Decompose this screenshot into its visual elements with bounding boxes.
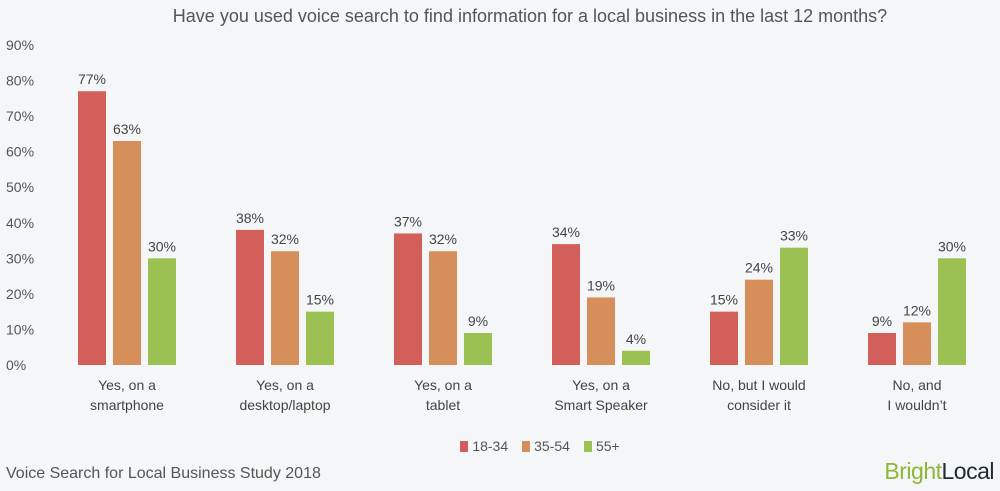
y-tick-label: 90% [6,37,34,53]
data-label: 30% [938,238,966,254]
x-tick-label: Yes, on a [98,377,156,393]
legend-label: 35-54 [534,438,570,454]
bar-55+ [306,311,334,365]
data-label: 33% [780,228,808,244]
data-label: 77% [78,71,106,87]
x-tick-label: Yes, on a [572,377,630,393]
data-label: 37% [394,213,422,229]
data-label: 32% [429,231,457,247]
bar-18-34 [78,91,106,365]
x-tick-label: Yes, on a [414,377,472,393]
data-label: 24% [745,260,773,276]
bar-18-34 [868,333,896,365]
y-tick-label: 10% [6,321,34,337]
x-tick-label: I wouldn’t [887,397,946,413]
x-tick-label: No, and [892,377,941,393]
y-tick-label: 50% [6,179,34,195]
brightlocal-logo: BrightLocal [884,458,994,485]
bar-55+ [938,258,966,365]
bar-35-54 [745,279,773,365]
data-label: 12% [903,302,931,318]
data-label: 9% [872,313,892,329]
x-tick-label: desktop/laptop [239,397,330,413]
footer-caption: Voice Search for Local Business Study 20… [6,465,321,482]
bar-18-34 [394,233,422,365]
chart-title: Have you used voice search to find infor… [172,6,888,26]
data-label: 9% [468,313,488,329]
x-tick-label: smartphone [90,397,164,413]
x-tick-label: Smart Speaker [554,397,648,413]
legend-swatch [522,440,531,452]
legend-swatch [583,440,592,452]
y-tick-label: 0% [6,357,26,373]
legend-item: 18-34 [460,438,508,454]
legend-item: 35-54 [522,438,570,454]
data-label: 34% [552,224,580,240]
bar-18-34 [710,311,738,365]
y-tick-label: 30% [6,250,34,266]
data-label: 32% [271,231,299,247]
bar-35-54 [271,251,299,365]
data-label: 63% [113,121,141,137]
bar-18-34 [236,229,264,365]
y-tick-label: 40% [6,215,34,231]
legend-label: 55+ [595,438,620,454]
data-label: 19% [587,277,615,293]
logo-part1: Bright [884,458,942,484]
bar-55+ [780,247,808,365]
x-tick-label: No, but I would [712,377,805,393]
data-label: 15% [710,292,738,308]
y-tick-label: 60% [6,144,34,160]
x-tick-label: consider it [727,397,791,413]
data-label: 4% [626,331,646,347]
bar-35-54 [903,322,931,365]
legend-swatch [460,440,469,452]
y-tick-label: 20% [6,286,34,302]
x-tick-label: tablet [426,397,460,413]
bar-35-54 [429,251,457,365]
bar-55+ [622,350,650,365]
bar-55+ [148,258,176,365]
bar-chart: 0% 10% 20% 30% 40% 50% 60% 70% 80% 90% 77% 63% 30% Ye… [6,37,966,413]
data-label: 38% [236,210,264,226]
legend-item: 55+ [583,438,620,454]
bar-55+ [464,333,492,365]
bar-18-34 [552,244,580,365]
bar-35-54 [587,297,615,365]
legend-label: 18-34 [472,438,509,454]
data-label: 30% [148,238,176,254]
bar-35-54 [113,141,141,365]
legend: 18-34 35-54 55+ [40,438,1000,454]
y-tick-label: 70% [6,108,34,124]
logo-part2: Local [941,458,995,484]
x-tick-label: Yes, on a [256,377,314,393]
data-label: 15% [306,292,334,308]
y-tick-label: 80% [6,73,34,89]
